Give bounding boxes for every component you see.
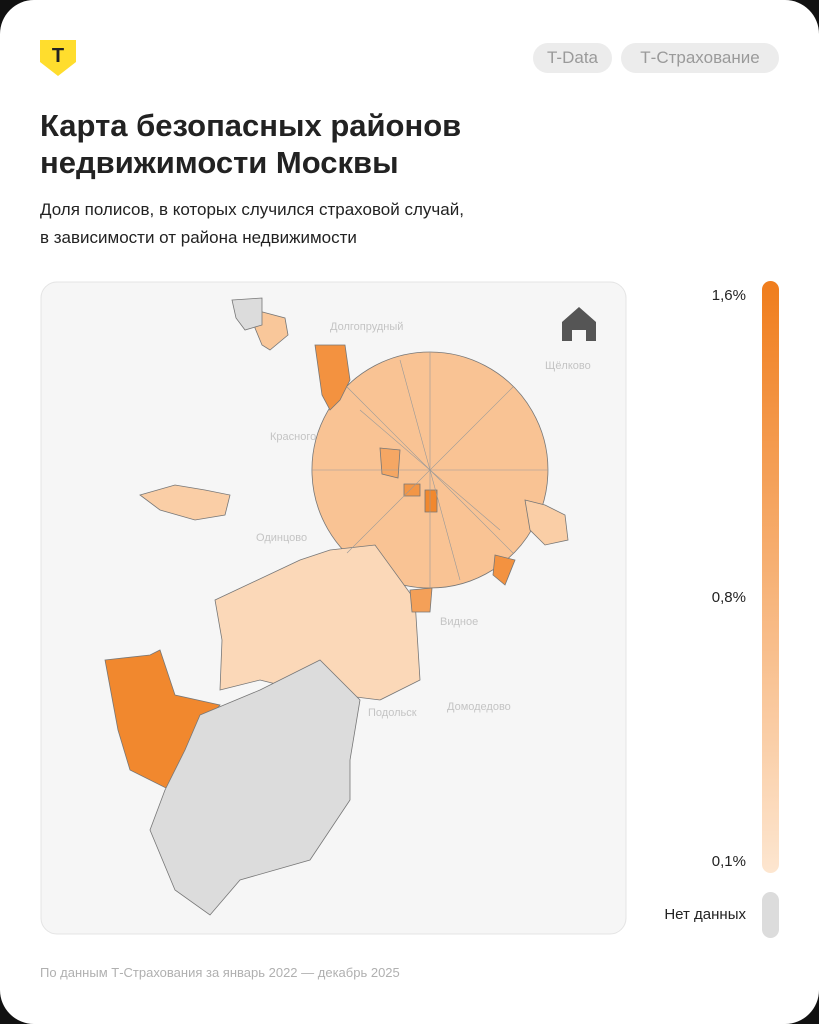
district [403, 483, 421, 497]
district [254, 309, 289, 351]
tag[interactable]: Т-Страхование [621, 43, 779, 73]
tag[interactable]: T-Data [533, 43, 612, 73]
legend-tick-label: 0,1% [712, 853, 746, 870]
footer: По данным Т-Страхования за январь 2022 —… [40, 965, 400, 980]
legend-ticks: 1,6% 0,8% 0,1% [712, 287, 746, 870]
district [139, 484, 231, 521]
legend-tick-label: 0,8% [712, 589, 746, 606]
district [492, 554, 516, 586]
district [231, 297, 263, 331]
subtitle: в зависимости от района недвижимости [40, 228, 357, 247]
place-label: Домодедово [447, 701, 511, 713]
district [424, 489, 438, 513]
title: недвижимости Москвы [40, 145, 399, 180]
place-label: Долгопрудный [330, 321, 403, 333]
district [214, 544, 421, 701]
place-label: Одинцово [256, 532, 307, 544]
district [149, 659, 361, 916]
no-data-label: Нет данных [664, 906, 746, 923]
district-border [399, 359, 461, 581]
logo-letter: Т [52, 45, 64, 67]
district [409, 587, 433, 613]
legend-gradient [762, 281, 779, 873]
district [379, 447, 401, 479]
place-label: Щёлково [545, 360, 591, 372]
legend-tick-label: 1,6% [712, 287, 746, 304]
place-label: Видное [440, 616, 478, 628]
no-data-swatch [762, 892, 779, 938]
logo-shield [40, 40, 76, 76]
district [314, 344, 351, 411]
place-label: Подольск [368, 707, 417, 719]
home-button[interactable] [562, 307, 596, 341]
title: Карта безопасных районов [40, 108, 462, 143]
district [524, 499, 569, 546]
subtitle: Доля полисов, в которых случился страхов… [40, 200, 464, 219]
map-layer: ДолгопрудныйМытищиЩёлковоКрасногорскОдин… [104, 297, 591, 916]
